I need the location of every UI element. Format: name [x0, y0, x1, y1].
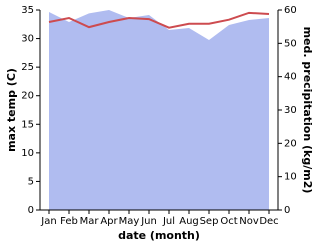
- y-tick-label: 30: [21, 34, 34, 45]
- x-tick-label: Apr: [100, 216, 118, 227]
- y-tick-label: 15: [21, 119, 34, 130]
- x-tick-label: Sep: [200, 216, 219, 227]
- y-tick-label: 5: [28, 176, 34, 187]
- x-tick-label: Jul: [162, 216, 175, 227]
- y2-tick-label: 10: [284, 172, 297, 183]
- y2-tick-label: 50: [284, 38, 297, 49]
- y2-axis-label: med. precipitation (kg/m2): [301, 27, 314, 194]
- y2-tick-label: 60: [284, 5, 297, 16]
- x-tick-label: Mar: [80, 216, 100, 227]
- y-tick-label: 35: [21, 5, 34, 16]
- x-tick-label: Nov: [239, 216, 259, 227]
- precipitation-area: [49, 10, 269, 210]
- x-tick-label: Aug: [179, 216, 199, 227]
- y2-tick-label: 40: [284, 72, 297, 83]
- y-tick-label: 25: [21, 62, 34, 73]
- x-tick-label: Jun: [140, 216, 157, 227]
- x-tick-label: May: [119, 216, 140, 227]
- x-axis-label: date (month): [118, 229, 200, 242]
- x-tick-label: Feb: [60, 216, 78, 227]
- x-tick-label: Oct: [220, 216, 237, 227]
- y-tick-label: 0: [28, 205, 34, 216]
- x-tick-label: Dec: [259, 216, 278, 227]
- y2-tick-label: 20: [284, 138, 297, 149]
- y2-tick-label: 30: [284, 105, 297, 116]
- temp-line: [48, 11, 270, 29]
- y-tick-label: 20: [21, 91, 34, 102]
- x-tick-label: Jan: [40, 216, 56, 227]
- y2-tick-label: 0: [284, 205, 290, 216]
- y-tick-label: 10: [21, 148, 34, 159]
- y-axis-label: max temp (C): [5, 68, 18, 152]
